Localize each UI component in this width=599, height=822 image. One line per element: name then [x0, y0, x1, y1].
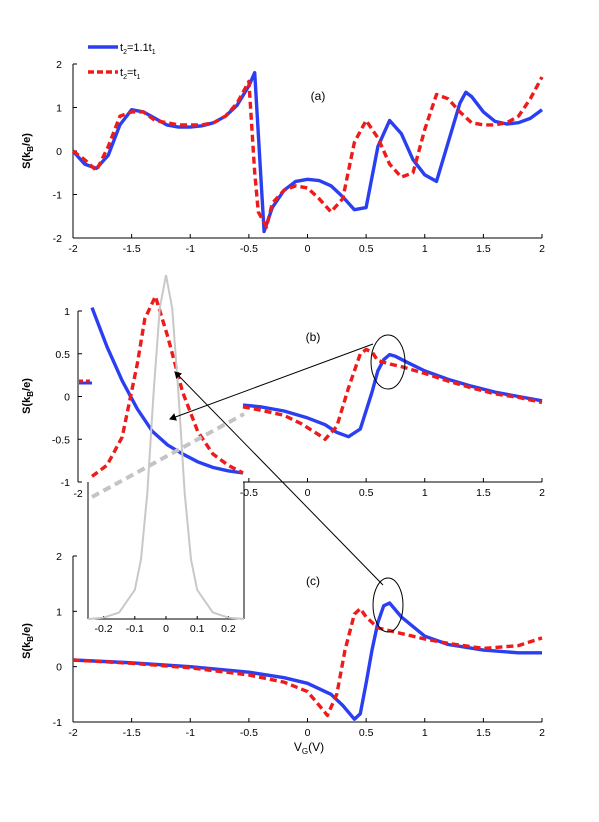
x-tick-label: 1 [422, 487, 428, 499]
highlight-circle [372, 577, 404, 633]
x-tick-label: 1 [422, 243, 428, 255]
y-tick-label: 0 [56, 146, 62, 158]
annotation-arrow [174, 371, 384, 586]
y-tick-label: 1 [56, 103, 62, 115]
x-tick-label: -0.5 [240, 243, 258, 255]
x-axis-title: VG(V) [294, 740, 324, 756]
panel-label: (b) [306, 330, 321, 344]
x-tick-label: -0.2 [95, 623, 113, 635]
x-tick-label: 1.5 [476, 727, 491, 739]
y-tick-label: -0.5 [52, 434, 70, 446]
x-tick-label: -0.5 [240, 727, 258, 739]
y-tick-label: -1 [53, 717, 62, 729]
y-tick-label: 0 [64, 392, 70, 404]
annotation-arrow [169, 343, 374, 421]
x-tick-label: 1 [422, 727, 428, 739]
x-tick-label: 1.5 [476, 243, 491, 255]
x-tick-label: 1.5 [476, 487, 491, 499]
x-tick-label: -2 [68, 243, 77, 255]
y-tick-label: -2 [53, 233, 62, 245]
x-axis-label: VG(V) [294, 740, 324, 756]
legend-label: t2=1.1t1 [120, 42, 156, 56]
y-tick-label: 2 [56, 59, 62, 71]
x-tick-label: 2 [539, 243, 545, 255]
x-tick-label: 0 [163, 623, 169, 635]
x-tick-label: -1 [186, 243, 195, 255]
y-tick-label: -1 [61, 477, 70, 489]
panel-b: -0.5 0 0.5 1 1.5 2 (b) -1 -0.5 0 0.5 1 -2 S(kB/e) [21, 306, 545, 500]
y-tick-label: 0.5 [55, 349, 70, 361]
x-tick-label: -2 [73, 488, 82, 500]
x-tick-label: 0.1 [190, 623, 205, 635]
y-tick-label: 0 [56, 662, 62, 674]
series-line-s_t2_1_1 [71, 70, 544, 234]
annotations [169, 334, 406, 633]
x-tick-label: -1.5 [123, 243, 141, 255]
y-tick-label: 1 [56, 606, 62, 618]
x-tick-label: 0.2 [221, 623, 236, 635]
x-tick-label: 2 [539, 487, 545, 499]
y-axis-label: S(kB/e) [21, 623, 35, 659]
x-tick-label: 0.5 [359, 727, 374, 739]
highlight-circle [370, 334, 406, 390]
x-tick-label: 2 [539, 727, 545, 739]
inset-series-line [87, 274, 245, 620]
x-tick-label: 0 [305, 243, 311, 255]
x-tick-label: -1 [186, 727, 195, 739]
zoom-overlay [90, 291, 245, 499]
zoom-series-zoom_blue [90, 306, 244, 475]
legend: t2=1.1t1 t2=t1 [88, 42, 156, 81]
x-tick-label: -0.1 [126, 623, 144, 635]
zoom-guide-line [91, 412, 245, 499]
panel-a: -2 -1.5 -1 -0.5 0 0.5 1 1.5 2 -2 -1 0 1 2 S(kB/e) (a) [21, 59, 545, 255]
series-line-s_t2_t1 [72, 606, 543, 718]
y-axis-label: S(kB/e) [21, 133, 35, 169]
y-tick-label: 1 [64, 306, 70, 318]
x-tick-label: 0 [305, 727, 311, 739]
x-tick-label: 0.5 [359, 243, 374, 255]
x-tick-label: -0.5 [240, 487, 258, 499]
x-tick-label: 0.5 [359, 487, 374, 499]
panel-c: -2 -1.5 -1 -0.5 0 0.5 1 1.5 2 -1 0 1 2 S(kB/e) (c) [21, 551, 545, 739]
x-tick-label: -1.5 [123, 727, 141, 739]
zoom-series-zoom_red [90, 291, 244, 478]
panel-label: (c) [306, 574, 320, 588]
panel-label: (a) [311, 89, 326, 103]
x-tick-label: -2 [68, 727, 77, 739]
x-tick-label: 0 [305, 487, 311, 499]
series-line-s_t2_t1 [71, 76, 544, 229]
y-tick-label: -1 [53, 190, 62, 202]
series-line-s_t2_t1 [242, 347, 543, 441]
series-line-s_t2_1_1 [72, 601, 542, 721]
inset-plot: -0.2 -0.1 0 0.1 0.2 [87, 274, 245, 635]
y-tick-label: 2 [56, 551, 62, 563]
y-axis-label: S(kB/e) [21, 378, 35, 414]
legend-label: t2=t1 [120, 67, 140, 81]
